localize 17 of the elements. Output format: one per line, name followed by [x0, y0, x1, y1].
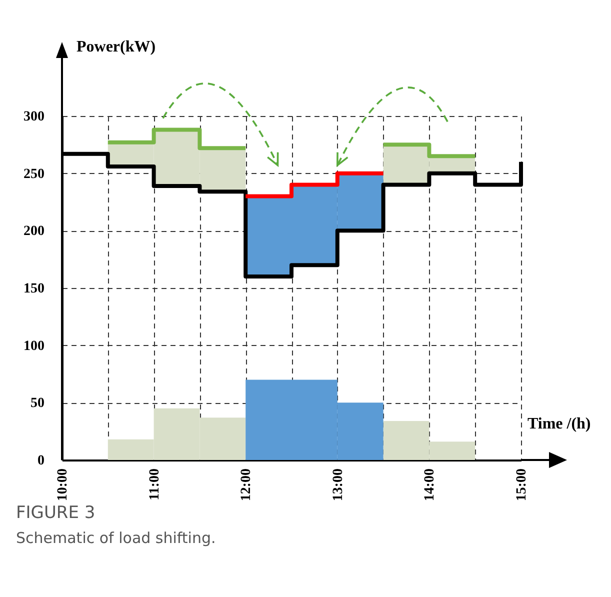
- x-tick-label: 14:00: [422, 468, 438, 502]
- y-axis-title: Power(kW): [76, 38, 156, 56]
- x-axis-title: Time /(h): [528, 416, 591, 432]
- y-tick-label: 50: [30, 396, 44, 412]
- y-tick-label: 200: [24, 224, 44, 240]
- y-tick-label: 300: [24, 110, 44, 124]
- text: Schematic of load shifting.: [16, 529, 216, 547]
- x-tick-label: 13:00: [330, 468, 346, 502]
- caption: FIGURE 3: [16, 503, 96, 523]
- x-tick-label: 10:00: [56, 468, 70, 502]
- y-tick-label: 100: [24, 338, 44, 354]
- y-tick-label: 150: [24, 282, 44, 296]
- x-tick-label: 15:00: [514, 468, 530, 502]
- y-tick-label: 0: [38, 454, 44, 468]
- y-tick-label: 250: [24, 166, 44, 182]
- x-tick-label: 11:00: [147, 468, 162, 500]
- x-tick-label: 12:00: [239, 468, 254, 502]
